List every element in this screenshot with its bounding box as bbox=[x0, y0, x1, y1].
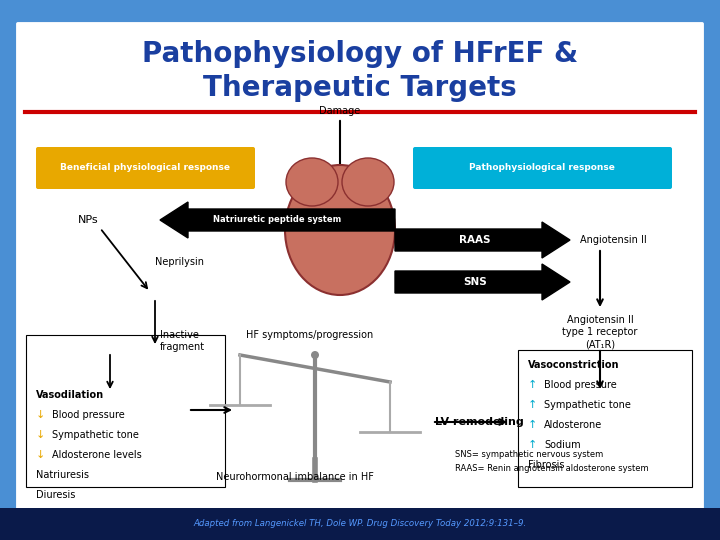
Ellipse shape bbox=[311, 351, 319, 359]
Text: Fibrosis: Fibrosis bbox=[528, 460, 564, 470]
Text: RAAS: RAAS bbox=[459, 235, 491, 245]
Text: Adapted from Langenickel TH, Dole WP. Drug Discovery Today 2012;9:131–9.: Adapted from Langenickel TH, Dole WP. Dr… bbox=[194, 519, 526, 529]
Text: Sympathetic tone: Sympathetic tone bbox=[544, 400, 631, 410]
Text: SNS: SNS bbox=[463, 277, 487, 287]
Text: Aldosterone levels: Aldosterone levels bbox=[52, 450, 142, 460]
Text: Blood pressure: Blood pressure bbox=[52, 410, 125, 420]
Text: Angiotensin II
type 1 receptor
(AT₁R): Angiotensin II type 1 receptor (AT₁R) bbox=[562, 315, 638, 350]
Text: LV remodeling: LV remodeling bbox=[435, 417, 523, 427]
Text: Vasoconstriction: Vasoconstriction bbox=[528, 360, 619, 370]
FancyBboxPatch shape bbox=[14, 20, 706, 514]
Ellipse shape bbox=[285, 165, 395, 295]
Text: ↓: ↓ bbox=[36, 450, 45, 460]
FancyBboxPatch shape bbox=[26, 335, 225, 487]
Ellipse shape bbox=[342, 158, 394, 206]
Text: Beneficial physiological response: Beneficial physiological response bbox=[60, 164, 230, 172]
Text: Damage: Damage bbox=[320, 106, 361, 116]
FancyBboxPatch shape bbox=[36, 147, 255, 189]
Text: NPs: NPs bbox=[78, 215, 99, 225]
Text: Inactive
fragment: Inactive fragment bbox=[160, 330, 205, 352]
FancyArrow shape bbox=[395, 222, 570, 258]
FancyBboxPatch shape bbox=[413, 147, 672, 189]
Text: ↓: ↓ bbox=[36, 430, 45, 440]
Bar bbox=[0, 508, 720, 540]
Text: ↑: ↑ bbox=[528, 420, 537, 430]
Text: Natriuretic peptide system: Natriuretic peptide system bbox=[213, 215, 341, 225]
Text: ↑: ↑ bbox=[528, 440, 537, 450]
Text: Vasodilation: Vasodilation bbox=[36, 390, 104, 400]
Text: Diuresis: Diuresis bbox=[36, 490, 76, 500]
Text: SNS= sympathetic nervous system: SNS= sympathetic nervous system bbox=[455, 450, 603, 459]
Text: ↓: ↓ bbox=[36, 410, 45, 420]
Text: Natriuresis: Natriuresis bbox=[36, 470, 89, 480]
FancyArrow shape bbox=[395, 264, 570, 300]
FancyArrow shape bbox=[160, 202, 395, 238]
Text: Pathophysiology of HFrEF &
Therapeutic Targets: Pathophysiology of HFrEF & Therapeutic T… bbox=[142, 40, 578, 102]
Text: ↑: ↑ bbox=[528, 400, 537, 410]
Text: Neurohormonal imbalance in HF: Neurohormonal imbalance in HF bbox=[216, 472, 374, 482]
Text: Blood pressure: Blood pressure bbox=[544, 380, 617, 390]
Text: Pathophysiological response: Pathophysiological response bbox=[469, 164, 615, 172]
Text: Sodium: Sodium bbox=[544, 440, 580, 450]
Text: HF symptoms/progression: HF symptoms/progression bbox=[246, 330, 374, 340]
Text: Aldosterone: Aldosterone bbox=[544, 420, 602, 430]
Text: Neprilysin: Neprilysin bbox=[155, 257, 204, 267]
Text: Angiotensin II: Angiotensin II bbox=[580, 235, 647, 245]
Text: Antifibrotic effects: Antifibrotic effects bbox=[36, 510, 126, 520]
FancyBboxPatch shape bbox=[518, 350, 692, 487]
Ellipse shape bbox=[286, 158, 338, 206]
Text: ↑: ↑ bbox=[528, 380, 537, 390]
Text: RAAS= Renin angiotensin aldosterone system: RAAS= Renin angiotensin aldosterone syst… bbox=[455, 464, 649, 473]
Text: Sympathetic tone: Sympathetic tone bbox=[52, 430, 139, 440]
